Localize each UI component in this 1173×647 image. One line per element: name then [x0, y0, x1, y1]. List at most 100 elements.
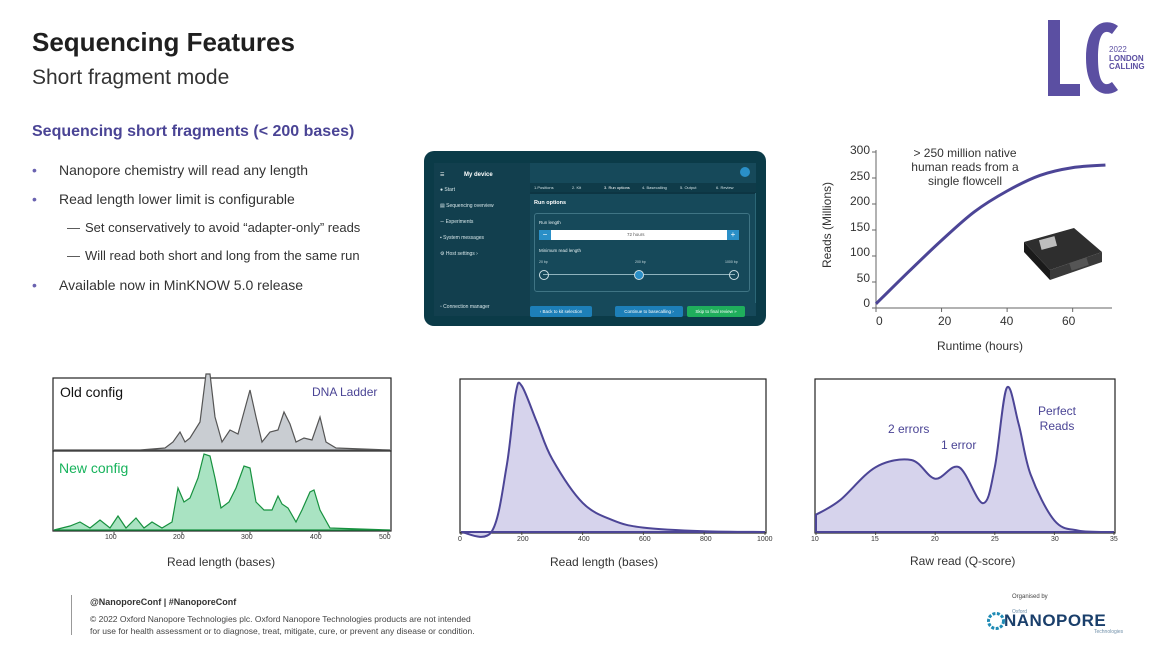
sidebar-label: Host settings [445, 251, 475, 257]
step-tab[interactable]: 1.Positions [534, 185, 554, 190]
button-label: Back to kit selection [542, 309, 583, 314]
sidebar-item-connection-manager[interactable]: ▫ Connection manager [440, 304, 490, 310]
nanopore-logo [986, 611, 1006, 631]
annotation-2-errors: 2 errors [888, 422, 930, 436]
run-options-title: Run options [534, 200, 567, 206]
runtime-y-label: Reads (Millions) [820, 181, 834, 269]
old-config-curve [54, 373, 391, 451]
sidebar-item-experiments[interactable]: ∼ Experiments [440, 219, 474, 225]
ladder-chart: Old config New config DNA Ladder 100 200… [40, 372, 400, 572]
slider-stop [729, 270, 739, 280]
y-tick-label: 150 [850, 220, 871, 234]
x-tick-label: 200 [517, 536, 529, 543]
sidebar-item-start[interactable]: ● Start [440, 187, 455, 193]
sidebar-label: Sequencing overview [446, 203, 494, 209]
increment-button[interactable]: + [727, 230, 739, 240]
annotation-line: Perfect [1038, 404, 1077, 418]
slider-stop [539, 270, 549, 280]
x-tick-label: 10 [811, 536, 819, 543]
x-tick-label: 100 [105, 534, 117, 541]
account-icon[interactable] [740, 167, 750, 177]
y-tick-label: 0 [863, 296, 870, 310]
old-config-panel [52, 377, 392, 452]
read-length-chart-svg [459, 378, 767, 538]
minknow-app-screenshot: ☰ My device ● Start ▤ Sequencing overvie… [424, 151, 766, 326]
runtime-curve [874, 163, 1106, 305]
app-device-title: My device [464, 172, 493, 178]
y-tick-label: 100 [850, 245, 871, 259]
ladder-chart-svg [52, 373, 392, 535]
x-tick-label: 400 [310, 534, 322, 541]
x-tick-label: 20 [938, 314, 952, 328]
organised-by-label: Organised by [1012, 594, 1048, 600]
step-tab[interactable]: 2. Kit [572, 185, 582, 190]
qscore-curve [815, 385, 1115, 533]
lc-logo-icon [1048, 20, 1118, 96]
dna-ladder-label: DNA Ladder [312, 385, 378, 399]
qscore-x-label: Raw read (Q-score) [910, 554, 1016, 568]
nanopore-wordmark: NANOPORE [1004, 611, 1107, 630]
sidebar-label: System messages [443, 235, 485, 241]
skip-review-button[interactable]: Skip to final review » [687, 306, 745, 317]
footer-divider [71, 595, 72, 635]
logo-line1: LONDON [1109, 54, 1144, 63]
button-label: Skip to final review [695, 309, 733, 314]
runtime-annotation: > 250 million native human reads from a … [890, 146, 1040, 188]
run-length-input[interactable]: − 72 hours + [539, 230, 739, 240]
annotation-1-error: 1 error [941, 438, 977, 452]
x-tick-label: 500 [379, 534, 391, 541]
continue-basecalling-button[interactable]: Continue to basecalling › [615, 306, 683, 317]
qscore-chart: 2 errors 1 error Perfect Reads 10 15 20 … [810, 376, 1130, 576]
x-tick-label: 60 [1062, 314, 1076, 328]
x-tick-label: 600 [639, 536, 651, 543]
back-to-kit-button[interactable]: ‹ Back to kit selection [530, 306, 592, 317]
sidebar-item-overview[interactable]: ▤ Sequencing overview [440, 203, 494, 209]
bullet-text: Available now in MinKNOW 5.0 release [59, 277, 304, 293]
step-tab-active[interactable]: 3. Run options [604, 185, 630, 190]
slider-label-min: 20 bp [539, 260, 548, 264]
run-options-card: Run length − 72 hours + Minimum read len… [534, 213, 750, 292]
social-handle[interactable]: @NanoporeConf | #NanoporeConf [90, 597, 237, 607]
copyright-line-1: © 2022 Oxford Nanopore Technologies plc.… [90, 614, 471, 624]
slider-handle[interactable] [634, 270, 644, 280]
read-length-x-label: Read length (bases) [550, 555, 659, 569]
sub-bullet-item: — Will read both short and long from the … [67, 248, 360, 263]
runtime-ticks [872, 151, 1074, 312]
sidebar-label: Connection manager [443, 304, 490, 310]
step-tab[interactable]: 6. Review [716, 185, 734, 190]
sidebar-item-messages[interactable]: ▪ System messages [440, 235, 485, 241]
sidebar-item-host-settings[interactable]: ⚙ Host settings › [440, 251, 478, 257]
logo-year: 2022 [1109, 45, 1127, 54]
menu-icon[interactable]: ☰ [440, 172, 445, 178]
x-tick-label: 1000 [757, 536, 773, 543]
section-title: Sequencing short fragments (< 200 bases) [32, 123, 355, 140]
page-subtitle: Short fragment mode [32, 66, 230, 89]
annotation-perfect-reads: Perfect Reads [1038, 404, 1076, 434]
x-tick-label: 30 [1051, 536, 1059, 543]
min-read-length-label: Minimum read length [539, 248, 582, 253]
bullet-text: Nanopore chemistry will read any length [59, 162, 309, 178]
annotation-line: human reads from a [911, 160, 1019, 174]
app-main-panel: 1.Positions 2. Kit 3. Run options 4. Bas… [530, 163, 756, 317]
nanopore-oxford: Oxford [1012, 609, 1028, 615]
x-tick-label: 0 [458, 536, 462, 543]
x-tick-label: 300 [241, 534, 253, 541]
run-length-value: 72 hours [627, 232, 645, 237]
step-tab[interactable]: 5. Output [680, 185, 697, 190]
page-title: Sequencing Features [32, 27, 295, 57]
app-sidebar: ☰ My device ● Start ▤ Sequencing overvie… [434, 163, 530, 316]
x-tick-label: 20 [931, 536, 939, 543]
x-tick-label: 40 [1000, 314, 1014, 328]
read-length-chart: 0 200 400 600 800 1000 Read length (base… [455, 376, 775, 576]
old-config-label: Old config [60, 384, 124, 400]
step-tab[interactable]: 4. Basecalling [642, 185, 667, 190]
ladder-x-label: Read length (bases) [167, 555, 276, 569]
y-tick-label: 200 [850, 194, 871, 208]
runtime-chart-svg [872, 150, 1112, 312]
scrollbar[interactable] [755, 193, 756, 303]
decrement-button[interactable]: − [539, 230, 551, 240]
y-tick-label: 250 [850, 169, 871, 183]
x-tick-label: 200 [173, 534, 185, 541]
flowcell-device-image [1024, 228, 1102, 280]
sub-bullet-text: Set conservatively to avoid “adapter-onl… [85, 220, 361, 235]
